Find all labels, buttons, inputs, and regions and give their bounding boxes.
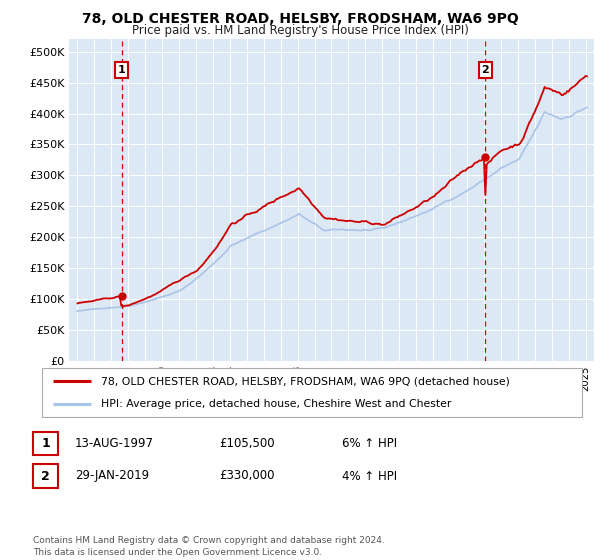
Text: 2: 2 <box>481 65 489 75</box>
Text: £105,500: £105,500 <box>219 437 275 450</box>
Text: 78, OLD CHESTER ROAD, HELSBY, FRODSHAM, WA6 9PQ (detached house): 78, OLD CHESTER ROAD, HELSBY, FRODSHAM, … <box>101 376 510 386</box>
Text: 6% ↑ HPI: 6% ↑ HPI <box>342 437 397 450</box>
FancyBboxPatch shape <box>33 432 58 455</box>
Text: 1: 1 <box>118 65 125 75</box>
Text: Contains HM Land Registry data © Crown copyright and database right 2024.
This d: Contains HM Land Registry data © Crown c… <box>33 536 385 557</box>
Text: 13-AUG-1997: 13-AUG-1997 <box>75 437 154 450</box>
Text: 29-JAN-2019: 29-JAN-2019 <box>75 469 149 483</box>
Text: Price paid vs. HM Land Registry's House Price Index (HPI): Price paid vs. HM Land Registry's House … <box>131 24 469 37</box>
Text: 1: 1 <box>41 437 50 450</box>
FancyBboxPatch shape <box>42 368 582 417</box>
Text: 78, OLD CHESTER ROAD, HELSBY, FRODSHAM, WA6 9PQ: 78, OLD CHESTER ROAD, HELSBY, FRODSHAM, … <box>82 12 518 26</box>
Text: 2: 2 <box>41 469 50 483</box>
FancyBboxPatch shape <box>33 464 58 488</box>
Text: 4% ↑ HPI: 4% ↑ HPI <box>342 469 397 483</box>
Text: £330,000: £330,000 <box>219 469 275 483</box>
Text: HPI: Average price, detached house, Cheshire West and Chester: HPI: Average price, detached house, Ches… <box>101 399 452 409</box>
